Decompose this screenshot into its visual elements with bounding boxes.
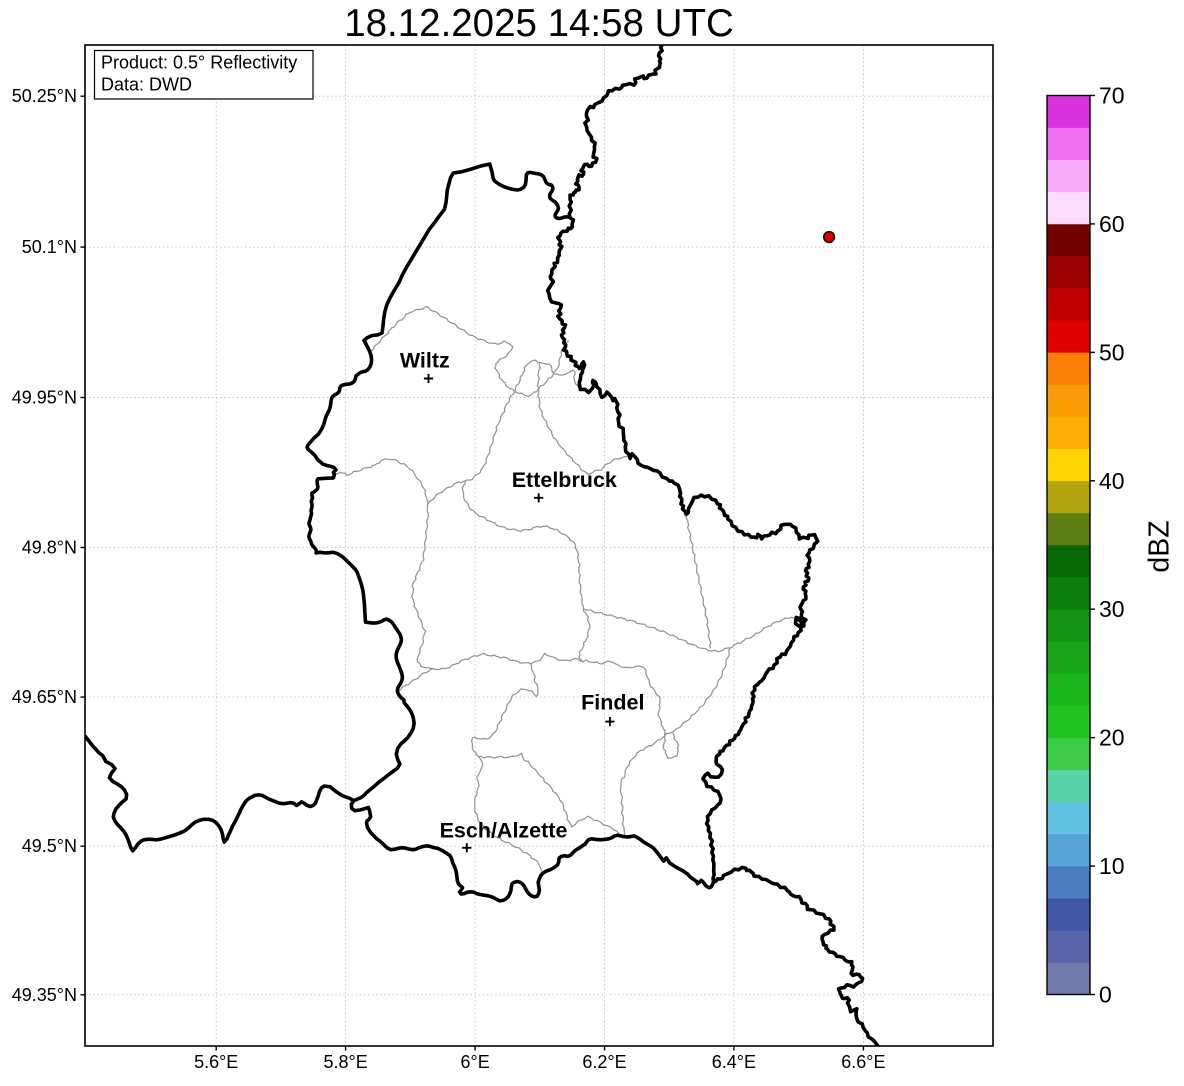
svg-text:70: 70	[1099, 83, 1125, 109]
svg-text:0: 0	[1099, 982, 1112, 1008]
svg-text:6°E: 6°E	[460, 1052, 489, 1072]
svg-text:6.2°E: 6.2°E	[582, 1052, 626, 1072]
svg-text:50.1°N: 50.1°N	[22, 237, 77, 257]
svg-text:49.65°N: 49.65°N	[12, 687, 77, 707]
svg-text:Esch/Alzette: Esch/Alzette	[440, 819, 568, 843]
svg-text:49.35°N: 49.35°N	[12, 985, 77, 1005]
svg-text:Findel: Findel	[581, 691, 644, 715]
svg-text:5.8°E: 5.8°E	[323, 1052, 367, 1072]
svg-text:49.95°N: 49.95°N	[12, 388, 77, 408]
svg-text:10: 10	[1099, 853, 1125, 879]
svg-text:Ettelbruck: Ettelbruck	[512, 468, 617, 492]
svg-text:20: 20	[1099, 725, 1125, 751]
svg-text:Data: DWD: Data: DWD	[101, 75, 192, 95]
svg-text:18.12.2025 14:58 UTC: 18.12.2025 14:58 UTC	[344, 2, 734, 45]
svg-text:6.6°E: 6.6°E	[841, 1052, 885, 1072]
svg-text:50.25°N: 50.25°N	[12, 86, 77, 106]
svg-text:49.8°N: 49.8°N	[22, 538, 77, 558]
svg-text:dBZ: dBZ	[1144, 520, 1176, 572]
svg-text:60: 60	[1099, 211, 1125, 237]
svg-text:40: 40	[1099, 468, 1125, 494]
svg-text:49.5°N: 49.5°N	[22, 836, 77, 856]
svg-text:30: 30	[1099, 596, 1125, 622]
svg-text:Product: 0.5° Reflectivity: Product: 0.5° Reflectivity	[101, 53, 297, 73]
svg-text:5.6°E: 5.6°E	[194, 1052, 238, 1072]
svg-text:6.4°E: 6.4°E	[712, 1052, 756, 1072]
svg-text:50: 50	[1099, 339, 1125, 365]
svg-text:Wiltz: Wiltz	[400, 349, 450, 373]
